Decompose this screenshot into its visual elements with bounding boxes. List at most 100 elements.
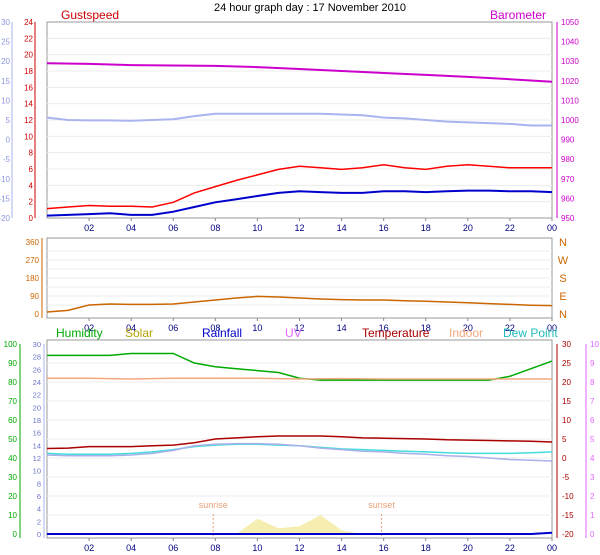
p3-rainfall-line (47, 531, 553, 535)
p3-humidity-line (47, 352, 553, 381)
gust-axis-tick-label: 2 (29, 198, 34, 207)
p2-xtick-label: 06 (168, 323, 178, 333)
p3-xtick-label: 04 (126, 543, 136, 553)
pressure-axis-tick-label: 1000 (561, 116, 579, 125)
temp-axis-tick-label: 20 (1, 57, 10, 66)
rain-axis-tick-label: 24 (33, 378, 41, 387)
rain-axis-tick-label: 0 (37, 530, 41, 539)
p2-xtick-label: 14 (337, 323, 347, 333)
direction-axis-tick-label: 0 (35, 310, 40, 319)
temp-axis-tick-label: -15 (0, 194, 11, 203)
pressure-axis-tick-label: 990 (561, 136, 575, 145)
humidity-legend: Humidity (56, 326, 103, 340)
rain-axis-tick-label: 30 (33, 340, 41, 349)
pressure-axis-tick-label: 980 (561, 155, 575, 164)
temp-axis-tick-label: 15 (1, 77, 10, 86)
temp-axis-tick-label: -15 (562, 511, 574, 520)
p2-xtick-label: 04 (126, 323, 136, 333)
temp-axis-tick-label: -10 (562, 492, 574, 501)
gust-axis-tick-label: 24 (24, 18, 33, 27)
compass-label: N (559, 309, 567, 321)
p3-xtick-label: 16 (379, 543, 389, 553)
p2-xtick-label: 00 (547, 323, 557, 333)
p1-temperature-line (46, 112, 552, 127)
p3-xtick-label: 08 (210, 543, 220, 553)
uv-axis-tick-label: 5 (590, 435, 595, 444)
pressure-axis-tick-label: 950 (561, 214, 575, 223)
rain-axis-tick-label: 18 (33, 416, 41, 425)
temp-axis-tick-label: 25 (1, 38, 10, 47)
p2-xtick-label: 18 (421, 323, 431, 333)
gust-axis-tick-label: 6 (29, 165, 34, 174)
humidity-axis-tick-label: 60 (8, 416, 17, 425)
p1-xtick-label: 18 (421, 223, 431, 233)
p2-xtick-label: 10 (252, 323, 262, 333)
temp-axis-tick-label: 10 (562, 416, 571, 425)
gustspeed-label: Gustspeed (61, 8, 119, 22)
pressure-axis-tick-label: 1040 (561, 38, 579, 47)
temp-axis-tick-label: -20 (562, 530, 574, 539)
temp-axis-tick-label: 0 (562, 454, 567, 463)
uv-axis-tick-label: 3 (590, 473, 595, 482)
compass-label: W (558, 255, 569, 267)
pressure-axis-tick-label: 970 (561, 175, 575, 184)
indoor-legend: Indoor (449, 326, 483, 340)
dewpoint-legend: Dew Point (503, 326, 558, 340)
p1-xtick-label: 10 (252, 223, 262, 233)
p2-xtick-label: 22 (505, 323, 515, 333)
temp-axis-tick-label: 5 (6, 116, 11, 125)
uv-axis-tick-label: 2 (590, 492, 595, 501)
sunrise-label: sunrise (199, 500, 228, 510)
uv-axis-tick-label: 10 (590, 340, 599, 349)
gust-axis-tick-label: 22 (24, 34, 33, 43)
humidity-axis-tick-label: 80 (8, 378, 17, 387)
p1-xtick-label: 02 (84, 223, 94, 233)
p2-xtick-label: 02 (84, 323, 94, 333)
temp-axis-tick-label: 25 (562, 359, 571, 368)
gust-axis-tick-label: 20 (24, 51, 33, 60)
p1-xtick-label: 12 (294, 223, 304, 233)
gust-axis-tick-label: 4 (29, 181, 34, 190)
p1-xtick-label: 22 (505, 223, 515, 233)
uv-legend: UV (285, 326, 302, 340)
humidity-axis-tick-label: 50 (8, 435, 17, 444)
p2-wind-direction-line (46, 295, 553, 313)
gust-axis-tick-label: 14 (24, 100, 33, 109)
p3-xtick-label: 12 (294, 543, 304, 553)
pressure-axis-tick-label: 960 (561, 194, 575, 203)
rain-axis-tick-label: 4 (37, 505, 41, 514)
rain-axis-tick-label: 2 (37, 517, 41, 526)
uv-axis-tick-label: 6 (590, 416, 595, 425)
p3-xtick-label: 14 (337, 543, 347, 553)
temp-axis-tick-label: -10 (0, 175, 11, 184)
pressure-axis-tick-label: 1030 (561, 57, 579, 66)
gust-axis-tick-label: 18 (24, 67, 33, 76)
p3-xtick-label: 06 (168, 543, 178, 553)
gust-axis-tick-label: 8 (29, 149, 34, 158)
direction-axis-tick-label: 360 (26, 238, 40, 247)
p1-xtick-label: 06 (168, 223, 178, 233)
p3-xtick-label: 18 (421, 543, 431, 553)
p3-indoor-line (47, 377, 552, 380)
uv-axis-tick-label: 1 (590, 511, 595, 520)
rain-axis-tick-label: 22 (33, 391, 41, 400)
p2-xtick-label: 20 (463, 323, 473, 333)
humidity-axis-tick-label: 0 (13, 530, 18, 539)
temp-axis-tick-label: -5 (3, 155, 11, 164)
uv-axis-tick-label: 0 (590, 530, 595, 539)
temp-axis-tick-label: 0 (6, 136, 11, 145)
rain-axis-tick-label: 10 (33, 467, 41, 476)
rain-axis-tick-label: 20 (33, 403, 41, 412)
humidity-temperature-plot: 0102030405060708090100024681012141618202… (4, 340, 600, 553)
temp-axis-tick-label: 20 (562, 378, 571, 387)
direction-axis-tick-label: 90 (30, 292, 39, 301)
p1-xtick-label: 14 (337, 223, 347, 233)
sunset-label: sunset (368, 500, 395, 510)
p1-xtick-label: 04 (126, 223, 136, 233)
humidity-axis-tick-label: 70 (8, 397, 17, 406)
p3-apparent-line (46, 442, 553, 462)
p3-xtick-label: 20 (463, 543, 473, 553)
humidity-axis-tick-label: 20 (8, 492, 17, 501)
